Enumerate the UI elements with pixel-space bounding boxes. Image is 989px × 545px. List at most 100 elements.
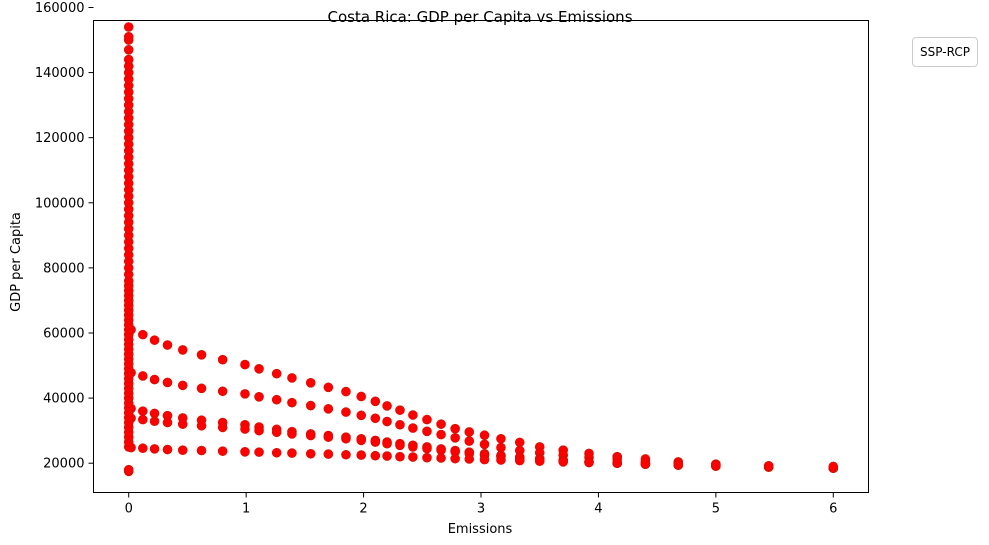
y-axis: 20000 40000 60000 80000 100000 120000 140000 16… bbox=[35, 1, 94, 472]
data-point bbox=[408, 410, 418, 420]
data-point bbox=[356, 450, 367, 460]
data-point bbox=[138, 406, 148, 416]
data-point bbox=[305, 378, 316, 388]
data-point bbox=[123, 22, 134, 32]
data-point bbox=[356, 391, 367, 402]
data-point bbox=[464, 454, 475, 464]
data-point bbox=[323, 382, 334, 393]
data-point bbox=[240, 447, 250, 457]
data-point bbox=[323, 404, 334, 414]
data-point bbox=[217, 422, 228, 433]
data-point bbox=[162, 417, 173, 428]
x-tick-label: 2 bbox=[359, 502, 367, 517]
data-point bbox=[496, 433, 506, 444]
data-point bbox=[341, 449, 351, 460]
data-point bbox=[149, 444, 160, 454]
data-point bbox=[450, 433, 460, 443]
data-point bbox=[177, 419, 188, 429]
data-point bbox=[382, 416, 392, 427]
data-point bbox=[711, 460, 721, 470]
data-point bbox=[408, 423, 418, 433]
data-point bbox=[162, 444, 173, 455]
data-point bbox=[323, 432, 334, 442]
data-point bbox=[408, 452, 418, 462]
data-point bbox=[382, 401, 392, 411]
data-point bbox=[479, 439, 490, 450]
data-point bbox=[341, 433, 351, 444]
x-tick-label: 0 bbox=[125, 502, 133, 517]
data-point bbox=[356, 435, 367, 446]
data-point bbox=[341, 407, 351, 417]
data-point bbox=[323, 449, 334, 459]
data-point bbox=[254, 364, 264, 374]
data-point bbox=[138, 371, 148, 381]
legend: SSP-RCP bbox=[912, 37, 978, 67]
data-point bbox=[464, 427, 475, 437]
data-points bbox=[123, 22, 839, 477]
data-point bbox=[370, 437, 381, 447]
data-point bbox=[217, 386, 228, 397]
data-point bbox=[162, 340, 173, 350]
data-point bbox=[479, 454, 490, 465]
data-point bbox=[177, 345, 188, 355]
data-point bbox=[673, 459, 684, 470]
data-point bbox=[254, 425, 264, 436]
data-point bbox=[196, 420, 207, 431]
data-point bbox=[196, 445, 207, 456]
data-point bbox=[370, 396, 381, 407]
data-point bbox=[370, 450, 381, 461]
data-point bbox=[196, 350, 207, 360]
data-point bbox=[382, 451, 392, 461]
data-point bbox=[138, 414, 148, 425]
data-point bbox=[341, 386, 351, 397]
data-point bbox=[464, 436, 475, 446]
data-point bbox=[408, 442, 418, 452]
chart-title: Costa Rica: GDP per Capita vs Emissions bbox=[327, 8, 632, 26]
data-point bbox=[287, 448, 297, 458]
x-tick-label: 4 bbox=[594, 502, 602, 517]
data-point bbox=[287, 373, 297, 383]
data-point bbox=[479, 430, 490, 441]
y-tick-label: 140000 bbox=[35, 66, 85, 81]
data-point bbox=[123, 31, 134, 42]
data-point bbox=[240, 424, 250, 434]
data-point bbox=[123, 44, 134, 55]
data-point bbox=[640, 459, 651, 469]
data-point bbox=[612, 458, 623, 469]
data-point bbox=[149, 374, 160, 385]
data-point bbox=[763, 461, 774, 471]
data-point bbox=[395, 419, 405, 430]
data-point bbox=[514, 437, 525, 448]
x-tick-label: 5 bbox=[712, 502, 720, 517]
y-tick-label: 160000 bbox=[35, 1, 85, 16]
data-point bbox=[162, 377, 173, 388]
data-point bbox=[422, 426, 432, 437]
data-point bbox=[196, 383, 207, 394]
y-tick-label: 120000 bbox=[35, 131, 85, 146]
data-point bbox=[305, 430, 316, 441]
y-axis-label: GDP per Capita bbox=[9, 212, 24, 312]
data-point bbox=[240, 359, 250, 370]
data-point bbox=[240, 389, 250, 399]
data-point bbox=[287, 397, 297, 408]
x-tick-label: 1 bbox=[242, 502, 250, 517]
data-point bbox=[395, 451, 405, 462]
data-point bbox=[422, 452, 432, 463]
data-point bbox=[217, 446, 228, 456]
data-point bbox=[828, 461, 839, 472]
data-point bbox=[450, 453, 460, 464]
y-tick-label: 80000 bbox=[43, 261, 84, 276]
data-point bbox=[149, 335, 160, 345]
data-point bbox=[305, 400, 316, 411]
data-point bbox=[422, 443, 432, 454]
data-point bbox=[558, 457, 568, 467]
data-point bbox=[436, 429, 446, 440]
data-point bbox=[271, 447, 282, 458]
data-point bbox=[395, 405, 405, 415]
data-point bbox=[395, 440, 405, 451]
data-point bbox=[254, 391, 264, 402]
data-point bbox=[436, 453, 446, 463]
y-tick-label: 40000 bbox=[43, 392, 84, 407]
y-tick-label: 60000 bbox=[43, 326, 84, 341]
